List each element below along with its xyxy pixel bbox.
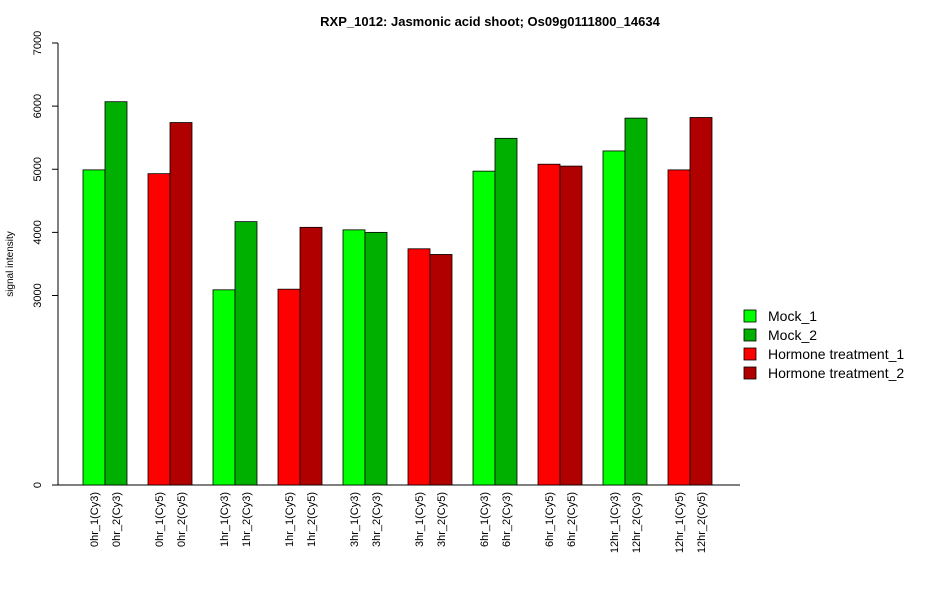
x-tick-label: 12hr_2(Cy5) <box>696 492 708 553</box>
bar <box>602 150 626 486</box>
bar <box>169 122 193 486</box>
x-tick-label: 0hr_1(Cy5) <box>154 492 166 547</box>
x-tick-labels: 0hr_1(Cy3) 0hr_2(Cy3) 0hr_1(Cy5) 0hr_2(Cy5)… <box>89 492 708 553</box>
y-tick-label: 4000 <box>32 220 44 244</box>
x-tick-label: 0hr_1(Cy3) <box>89 492 101 547</box>
legend-label: Mock_1 <box>768 308 817 324</box>
y-tick-label: 6000 <box>32 94 44 118</box>
x-tick-label: 6hr_1(Cy3) <box>479 492 491 547</box>
legend-swatch <box>743 328 757 342</box>
legend: Mock_1 Mock_2 Hormone treatment_1 Hormone t… <box>743 308 904 381</box>
x-tick-label: 3hr_2(Cy5) <box>436 492 448 547</box>
y-tick-label: 5000 <box>32 157 44 181</box>
y-tick-label: 0 <box>32 482 44 488</box>
x-tick-label: 6hr_2(Cy3) <box>501 492 513 547</box>
bar <box>147 173 171 486</box>
bar <box>689 117 713 486</box>
x-tick-label: 12hr_2(Cy3) <box>631 492 643 553</box>
bars-group <box>82 101 713 486</box>
x-tick-label: 1hr_2(Cy5) <box>306 492 318 547</box>
x-tick-label: 0hr_2(Cy3) <box>111 492 123 547</box>
x-tick-label: 12hr_1(Cy3) <box>609 492 621 553</box>
x-tick-label: 3hr_2(Cy3) <box>371 492 383 547</box>
bar <box>537 163 561 486</box>
x-tick-label: 3hr_1(Cy5) <box>414 492 426 547</box>
bar <box>299 226 323 486</box>
legend-label: Hormone treatment_2 <box>768 365 904 381</box>
bar <box>104 101 128 486</box>
bar <box>559 165 583 486</box>
x-tick-label: 3hr_1(Cy3) <box>349 492 361 547</box>
bar <box>494 137 518 486</box>
bar <box>342 229 366 486</box>
bar <box>667 169 691 486</box>
bar <box>364 231 388 486</box>
legend-label: Hormone treatment_1 <box>768 346 904 362</box>
y-axis: 0 3000 4000 5000 6000 7000 <box>32 31 58 488</box>
y-tick-label: 3000 <box>32 283 44 307</box>
x-tick-label: 1hr_1(Cy5) <box>284 492 296 547</box>
y-axis-label: signal intensity <box>5 231 16 297</box>
legend-swatch <box>743 309 757 323</box>
bar <box>472 170 496 486</box>
legend-swatch <box>743 366 757 380</box>
bar <box>212 289 236 486</box>
legend-label: Mock_2 <box>768 327 817 343</box>
bar <box>82 169 106 486</box>
bar <box>277 288 301 486</box>
x-tick-label: 6hr_2(Cy5) <box>566 492 578 547</box>
x-tick-label: 0hr_2(Cy5) <box>176 492 188 547</box>
x-tick-label: 1hr_2(Cy3) <box>241 492 253 547</box>
x-tick-label: 12hr_1(Cy5) <box>674 492 686 553</box>
x-tick-label: 6hr_1(Cy5) <box>544 492 556 547</box>
bar <box>407 248 431 486</box>
bar <box>234 221 258 486</box>
x-tick-label: 1hr_1(Cy3) <box>219 492 231 547</box>
bar <box>429 254 453 486</box>
y-tick-label: 7000 <box>32 31 44 55</box>
legend-swatch <box>743 347 757 361</box>
bar <box>624 117 648 486</box>
chart-title: RXP_1012: Jasmonic acid shoot; Os09g0111… <box>320 14 660 29</box>
